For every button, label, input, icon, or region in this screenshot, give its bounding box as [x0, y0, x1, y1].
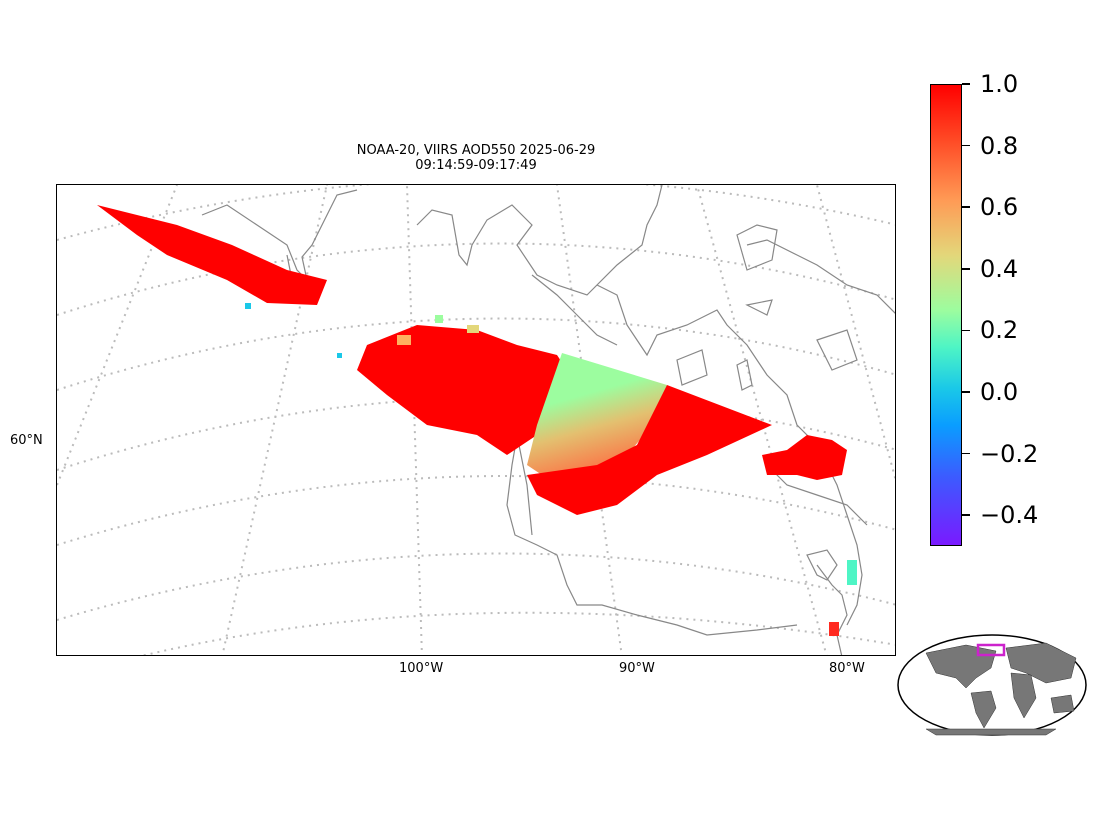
aod-plume-nw [97, 205, 327, 305]
aod-pixel [337, 353, 342, 358]
lon-label-80w: 80°W [829, 661, 865, 676]
lat-line [57, 317, 895, 391]
lon-label-90w: 90°W [619, 661, 655, 676]
colorbar [930, 84, 962, 546]
coastlines [201, 185, 895, 655]
colorbar-tick [962, 391, 970, 393]
colorbar-tick [962, 83, 970, 85]
land-africa [1010, 672, 1037, 719]
coast [746, 239, 895, 314]
aod-patch-high [829, 622, 839, 636]
aod-swath-high [527, 385, 772, 515]
island [736, 359, 753, 391]
colorbar-tick-label: −0.2 [980, 439, 1039, 468]
lat-label-60n: 60°N [10, 433, 43, 448]
colorbar-tick-label: 0.4 [980, 254, 1019, 283]
colorbar-tick-label: 1.0 [980, 70, 1019, 98]
colorbar-tick-label: 0.2 [980, 316, 1019, 345]
aod-pixel [397, 335, 411, 345]
lat-line [57, 552, 895, 621]
colorbar-tick [962, 329, 970, 332]
region-box [976, 643, 1006, 657]
colorbar-tick [962, 268, 970, 270]
coast [806, 549, 838, 581]
border [516, 434, 533, 536]
land-south-america [970, 690, 997, 729]
aod-pixel [245, 303, 251, 309]
inset-globe [897, 634, 1087, 736]
lat-line [57, 242, 895, 316]
lon-line [816, 185, 895, 482]
colorbar-tick [962, 514, 970, 516]
aod-swath-low [527, 353, 667, 485]
colorbar-tick-label: 0.6 [980, 193, 1019, 222]
lon-label-100w: 100°W [399, 661, 444, 676]
coast [416, 185, 663, 296]
plot-title: NOAA-20, VIIRS AOD550 2025-06-29 09:14:5… [276, 143, 676, 173]
lat-line [141, 611, 895, 655]
land-eurasia [1005, 642, 1077, 684]
lon-line [406, 185, 423, 655]
plot-title-line2: 09:14:59-09:17:49 [415, 158, 537, 173]
lon-line [696, 185, 828, 655]
island [676, 349, 708, 386]
aod-pixel [435, 315, 443, 323]
aod-field [97, 205, 857, 636]
aod-plume-center [357, 325, 577, 455]
aod-patch-low [847, 560, 857, 585]
colorbar-tick-label: −0.4 [980, 501, 1039, 530]
land-australia [1050, 694, 1075, 714]
map-canvas [57, 185, 895, 655]
aod-plume-east [762, 435, 847, 480]
coast [531, 274, 618, 346]
colorbar-tick [962, 206, 970, 208]
island [736, 224, 778, 271]
island [816, 329, 858, 371]
lat-line [57, 475, 895, 546]
coast [766, 464, 868, 526]
colorbar-tick-label: 0.0 [980, 378, 1019, 406]
colorbar-tick [962, 144, 970, 147]
map-panel[interactable] [56, 184, 896, 656]
land-antarctica [925, 728, 1057, 736]
plot-title-line1: NOAA-20, VIIRS AOD550 2025-06-29 [356, 143, 596, 158]
lon-line [57, 185, 178, 486]
aod-pixel [467, 325, 479, 333]
coast [816, 564, 848, 655]
colorbar-tick [962, 452, 970, 455]
colorbar-tick-label: 0.8 [980, 131, 1019, 160]
coast [596, 284, 863, 626]
island [745, 299, 773, 316]
